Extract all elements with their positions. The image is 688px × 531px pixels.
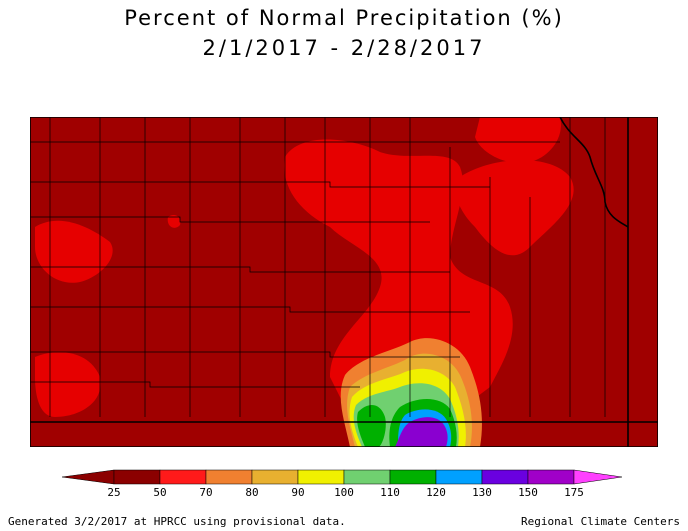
- map-canvas: [29, 116, 659, 448]
- legend-arrow-high: [573, 469, 623, 485]
- legend-tick-label: 175: [564, 486, 584, 499]
- legend-tick-label: 80: [245, 486, 259, 499]
- date-range: 2/1/2017 - 2/28/2017: [202, 36, 486, 60]
- legend-swatch: [343, 469, 391, 485]
- precip-regions: [35, 117, 574, 447]
- legend-swatch: [527, 469, 575, 485]
- footer-note: Generated 3/2/2017 at HPRCC using provis…: [8, 515, 346, 528]
- region-green: [357, 405, 386, 447]
- legend-tick-label: 25: [107, 486, 121, 499]
- region-red-northeast: [475, 117, 561, 163]
- map-title: Percent of Normal Precipitation (%): [124, 6, 564, 30]
- legend: 25 50 70 80 90 100 110 120 130 150 175: [61, 468, 623, 499]
- legend-tick-label: 130: [472, 486, 492, 499]
- footer-credit: Regional Climate Centers: [521, 515, 680, 528]
- region-red-east: [455, 160, 574, 256]
- legend-tick-label: 50: [153, 486, 167, 499]
- region-red-north: [284, 139, 513, 417]
- legend-swatch: [435, 469, 483, 485]
- legend-swatch: [205, 469, 253, 485]
- legend-tick-label: 110: [380, 486, 400, 499]
- legend-tick-label: 120: [426, 486, 446, 499]
- legend-swatch: [113, 469, 161, 485]
- region-red-southwest: [35, 352, 101, 417]
- legend-tick-label: 70: [199, 486, 213, 499]
- legend-swatch: [297, 469, 345, 485]
- legend-tick-label: 100: [334, 486, 354, 499]
- legend-swatch: [389, 469, 437, 485]
- county-lines: [30, 117, 606, 417]
- region-purple: [395, 417, 448, 447]
- legend-tick-label: 150: [518, 486, 538, 499]
- legend-swatch: [159, 469, 207, 485]
- legend-bar: [61, 469, 623, 485]
- legend-tick-label: 90: [291, 486, 305, 499]
- precipitation-map: [29, 116, 659, 448]
- legend-arrow-low: [61, 469, 115, 485]
- legend-swatch: [481, 469, 529, 485]
- region-red-small: [167, 214, 181, 228]
- legend-swatch: [251, 469, 299, 485]
